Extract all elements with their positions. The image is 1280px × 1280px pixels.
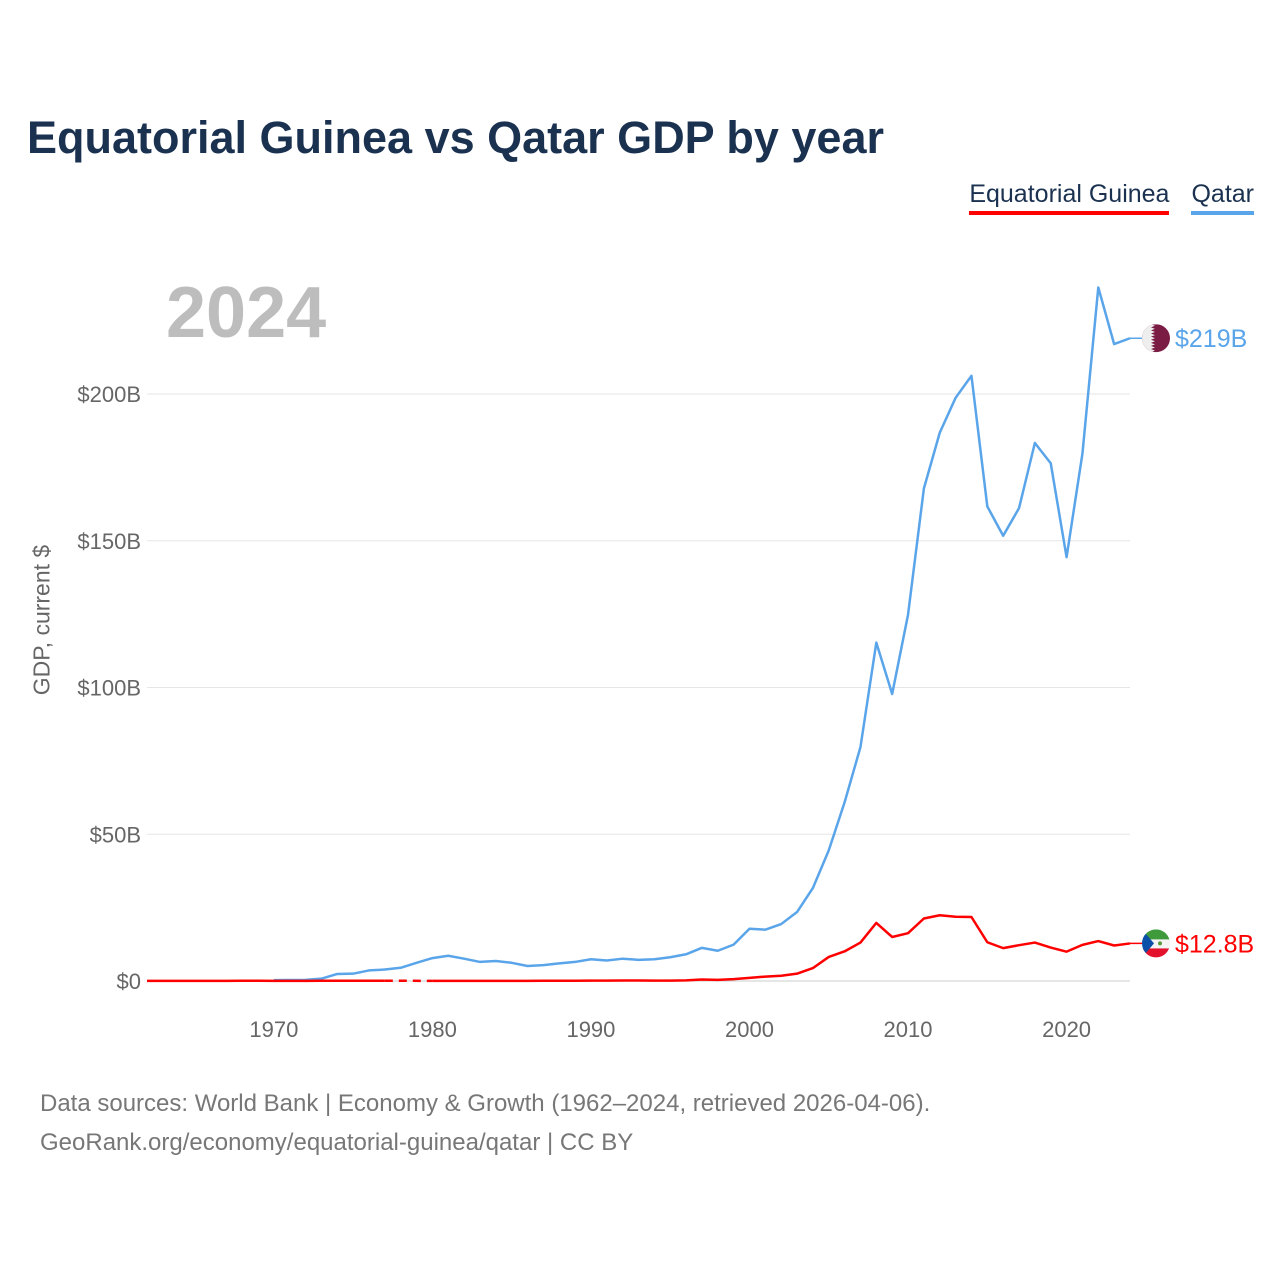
series-line-qatar (273, 286, 1131, 982)
end-value-label: $12.8B (1175, 930, 1254, 958)
y-tick-label: $100B (77, 676, 141, 701)
legend-equatorial-guinea[interactable]: Equatorial Guinea (969, 180, 1170, 215)
x-tick-label: 1970 (249, 1017, 298, 1042)
series-line-equatorial-guinea (432, 914, 1131, 983)
url-line[interactable]: GeoRank.org/economy/equatorial-guinea/qa… (40, 1129, 634, 1156)
x-tick-label: 1980 (408, 1017, 457, 1042)
legend: Equatorial Guinea Qatar (969, 180, 1254, 215)
x-tick-label: 1990 (566, 1017, 615, 1042)
end-value-label: $219B (1175, 325, 1247, 353)
footer: Data sources: World Bank | Economy & Gro… (40, 1084, 930, 1162)
y-tick-label: $150B (77, 529, 141, 554)
qatar-flag-icon (1142, 324, 1170, 353)
legend-qatar[interactable]: Qatar (1191, 180, 1254, 215)
equatorial-guinea-flag-icon (1142, 929, 1170, 958)
y-tick-label: $0 (117, 969, 141, 994)
y-tick-label: $50B (90, 822, 141, 847)
year-indicator: 2024 (166, 273, 327, 353)
x-tick-label: 2000 (725, 1017, 774, 1042)
y-tick-label: $200B (77, 382, 141, 407)
x-tick-label: 2020 (1042, 1017, 1091, 1042)
source-line: Data sources: World Bank | Economy & Gro… (40, 1090, 931, 1117)
x-tick-label: 2010 (884, 1017, 933, 1042)
chart-title: Equatorial Guinea vs Qatar GDP by year (27, 112, 884, 163)
